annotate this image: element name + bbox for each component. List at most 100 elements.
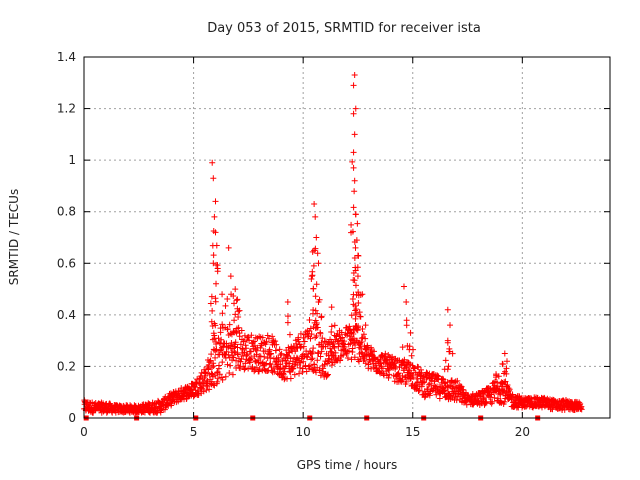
data-point (214, 268, 221, 275)
data-point (501, 370, 508, 377)
data-point (394, 371, 401, 378)
data-point (230, 293, 237, 300)
data-point (300, 343, 307, 350)
data-point (359, 326, 366, 333)
data-point (493, 372, 500, 379)
y-tick-label: 0.6 (57, 256, 76, 270)
data-point (315, 350, 322, 357)
data-point (308, 331, 315, 338)
data-point (208, 370, 215, 377)
data-point (408, 370, 415, 377)
data-point (301, 338, 308, 345)
data-point (354, 273, 361, 280)
data-point (418, 383, 425, 390)
data-point (231, 300, 238, 307)
data-point (388, 356, 395, 363)
data-point (406, 367, 413, 374)
data-point (300, 334, 307, 341)
data-point (215, 375, 222, 382)
data-point (200, 388, 207, 395)
data-point (489, 398, 496, 405)
data-point (214, 378, 221, 385)
grid-lines (84, 57, 610, 418)
data-point (208, 351, 215, 358)
data-point (248, 355, 255, 362)
data-point (232, 311, 239, 318)
data-point (253, 364, 260, 371)
data-point (266, 346, 273, 353)
data-point (304, 354, 311, 361)
data-point (208, 378, 215, 385)
data-point (284, 319, 291, 326)
data-point (310, 285, 317, 292)
data-point (352, 211, 359, 218)
data-point (317, 330, 324, 337)
data-point (208, 293, 215, 300)
data-point (281, 368, 288, 375)
data-point (243, 352, 250, 359)
data-point (267, 360, 274, 367)
data-point (204, 383, 211, 390)
data-point (168, 400, 175, 407)
data-point (237, 358, 244, 365)
data-point (222, 373, 229, 380)
data-point (287, 375, 294, 382)
data-point (446, 382, 453, 389)
data-point (226, 370, 233, 377)
data-point (224, 326, 231, 333)
data-point (362, 360, 369, 367)
data-point (284, 313, 291, 320)
data-point (499, 360, 506, 367)
data-point (241, 366, 248, 373)
data-point (287, 355, 294, 362)
x-tick-label: 0 (80, 425, 88, 439)
data-point (350, 110, 357, 117)
data-point (578, 406, 585, 413)
data-point (328, 304, 335, 311)
data-point (206, 386, 213, 393)
data-point (314, 250, 321, 257)
data-point (202, 369, 209, 376)
data-point (267, 350, 274, 357)
data-point (494, 383, 501, 389)
data-point (196, 380, 203, 387)
data-point (308, 356, 315, 363)
data-point (320, 365, 327, 372)
data-point (307, 335, 314, 342)
data-point (353, 306, 360, 313)
data-point (191, 383, 198, 390)
data-point (212, 298, 219, 305)
y-tick-label: 1 (68, 153, 76, 167)
data-point (528, 395, 535, 402)
data-point (441, 387, 448, 394)
data-point (362, 335, 369, 342)
data-point (480, 395, 487, 402)
data-point (348, 312, 355, 319)
data-point (265, 335, 272, 342)
data-point (210, 362, 217, 369)
data-point (227, 362, 234, 369)
data-point (348, 356, 355, 363)
data-point (300, 358, 307, 365)
data-point (286, 331, 293, 338)
data-point (504, 381, 511, 388)
data-point (405, 359, 412, 366)
data-point (312, 307, 319, 314)
data-point (403, 298, 410, 305)
data-point (272, 338, 279, 345)
data-point (382, 350, 389, 357)
data-point (410, 346, 417, 353)
data-point (242, 342, 249, 349)
data-point (281, 376, 288, 383)
data-point (246, 337, 253, 344)
y-tick-label: 1.2 (57, 102, 76, 116)
data-point (399, 344, 406, 351)
data-point (355, 323, 362, 330)
data-point (316, 296, 323, 303)
data-point (310, 262, 317, 269)
data-point (219, 376, 226, 383)
data-point (267, 354, 274, 361)
y-tick-label: 0.2 (57, 359, 76, 373)
data-point (350, 149, 357, 156)
data-point (349, 345, 356, 352)
